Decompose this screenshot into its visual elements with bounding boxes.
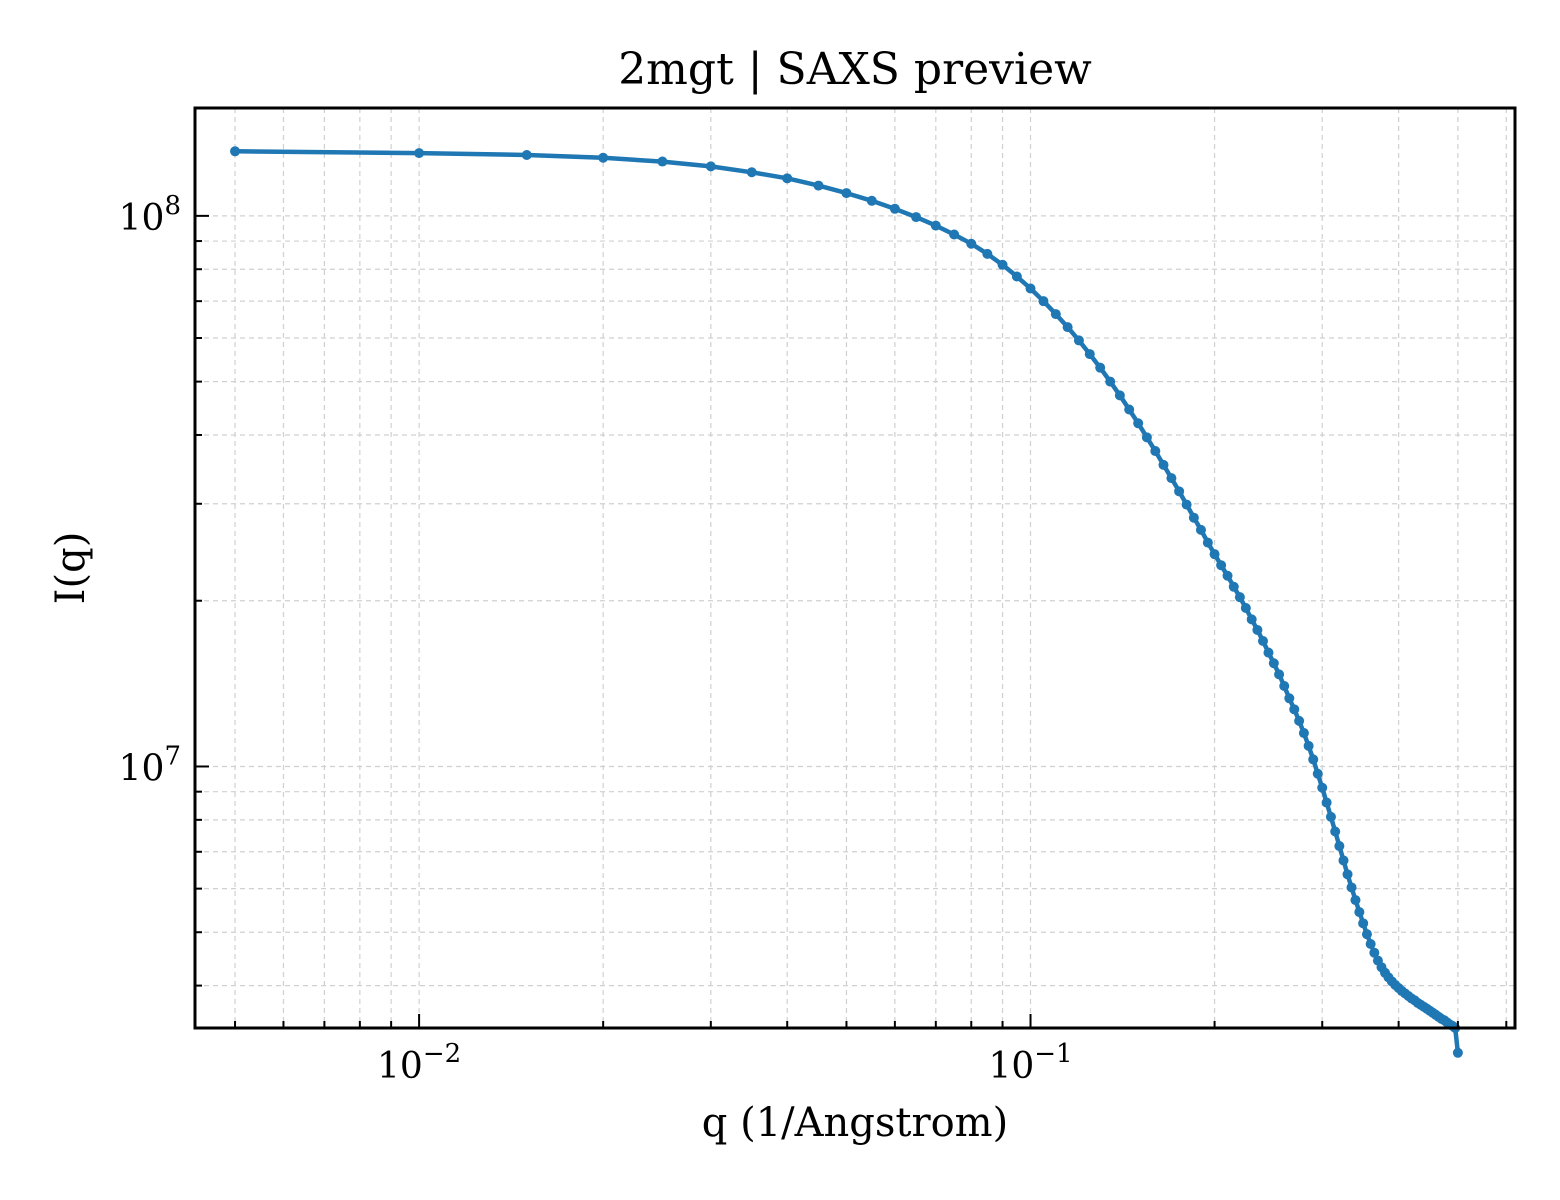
data-point bbox=[1298, 728, 1309, 739]
data-point bbox=[1358, 918, 1369, 929]
data-point bbox=[782, 173, 793, 184]
data-point bbox=[813, 180, 824, 191]
data-point bbox=[1279, 681, 1290, 692]
data-point bbox=[1114, 390, 1125, 401]
data-point bbox=[1222, 570, 1233, 581]
y-tick-label: 108 bbox=[119, 191, 181, 239]
data-point bbox=[1321, 797, 1332, 808]
data-point bbox=[997, 259, 1008, 270]
data-point bbox=[1334, 841, 1345, 852]
data-point bbox=[657, 156, 668, 167]
data-point bbox=[1284, 693, 1295, 704]
data-point bbox=[1317, 782, 1328, 793]
data-point bbox=[598, 152, 609, 163]
data-point bbox=[949, 229, 960, 240]
data-point bbox=[1342, 869, 1353, 880]
data-point bbox=[1274, 669, 1285, 680]
data-point bbox=[1257, 636, 1268, 647]
x-axis-label: q (1/Angstrom) bbox=[702, 1100, 1008, 1146]
x-tick-label: 10−1 bbox=[988, 1039, 1072, 1087]
grid bbox=[195, 108, 1515, 1028]
data-point bbox=[1062, 322, 1073, 333]
data-point bbox=[1246, 614, 1257, 625]
data-point bbox=[1325, 811, 1336, 822]
data-point bbox=[1228, 581, 1239, 592]
chart-title: 2mgt | SAXS preview bbox=[618, 44, 1092, 95]
data-point bbox=[1365, 938, 1376, 949]
data-point bbox=[1073, 335, 1084, 346]
data-point bbox=[930, 220, 941, 231]
data-point bbox=[1105, 376, 1116, 387]
data-point bbox=[746, 167, 757, 178]
data-point bbox=[1038, 296, 1049, 307]
data-point bbox=[1209, 549, 1220, 560]
data-point bbox=[1268, 658, 1279, 669]
data-point bbox=[1025, 283, 1036, 294]
data-point bbox=[1216, 560, 1227, 571]
data-point bbox=[1202, 537, 1213, 548]
data-point bbox=[1234, 592, 1245, 603]
data-point bbox=[414, 148, 425, 159]
plot-frame bbox=[193, 106, 1517, 1030]
data-point bbox=[1350, 895, 1361, 906]
tick-labels: 10−2 10−1 107 108 bbox=[119, 191, 1073, 1087]
data-point bbox=[230, 146, 241, 157]
data-point bbox=[1124, 404, 1135, 415]
y-axis-label: I(q) bbox=[48, 532, 94, 605]
data-point bbox=[1303, 740, 1314, 751]
data-point bbox=[1330, 826, 1341, 837]
data-series bbox=[230, 146, 1463, 1058]
data-point bbox=[705, 161, 716, 172]
data-point bbox=[966, 238, 977, 249]
data-point bbox=[866, 195, 877, 206]
data-point bbox=[841, 188, 852, 199]
data-point bbox=[1084, 349, 1095, 360]
data-point bbox=[1263, 647, 1274, 658]
data-point bbox=[1011, 271, 1022, 282]
data-point bbox=[1312, 768, 1323, 779]
data-point bbox=[1338, 855, 1349, 866]
data-point bbox=[911, 212, 922, 223]
data-point bbox=[1158, 459, 1169, 470]
data-point bbox=[982, 248, 993, 259]
axis-ticks bbox=[195, 214, 1508, 1028]
data-point bbox=[1150, 446, 1161, 457]
data-point bbox=[1133, 418, 1144, 429]
data-point bbox=[1181, 499, 1192, 510]
data-point bbox=[1141, 432, 1152, 443]
data-point bbox=[521, 149, 532, 160]
data-point bbox=[1354, 907, 1365, 918]
data-point bbox=[1361, 929, 1372, 940]
data-point bbox=[1174, 486, 1185, 497]
data-point bbox=[1369, 947, 1380, 958]
x-tick-label: 10−2 bbox=[377, 1039, 461, 1087]
data-point bbox=[1188, 512, 1199, 523]
data-point bbox=[1095, 362, 1106, 373]
data-point bbox=[1166, 473, 1177, 484]
data-point bbox=[1050, 309, 1061, 320]
data-point bbox=[1452, 1047, 1463, 1058]
data-point bbox=[1240, 603, 1251, 614]
data-point bbox=[1294, 715, 1305, 726]
y-tick-label: 107 bbox=[119, 741, 181, 789]
data-point bbox=[1252, 624, 1263, 635]
data-point bbox=[889, 203, 900, 214]
data-point bbox=[1308, 754, 1319, 765]
data-point bbox=[1195, 524, 1206, 535]
data-point bbox=[1289, 704, 1300, 715]
data-point bbox=[1346, 882, 1357, 893]
